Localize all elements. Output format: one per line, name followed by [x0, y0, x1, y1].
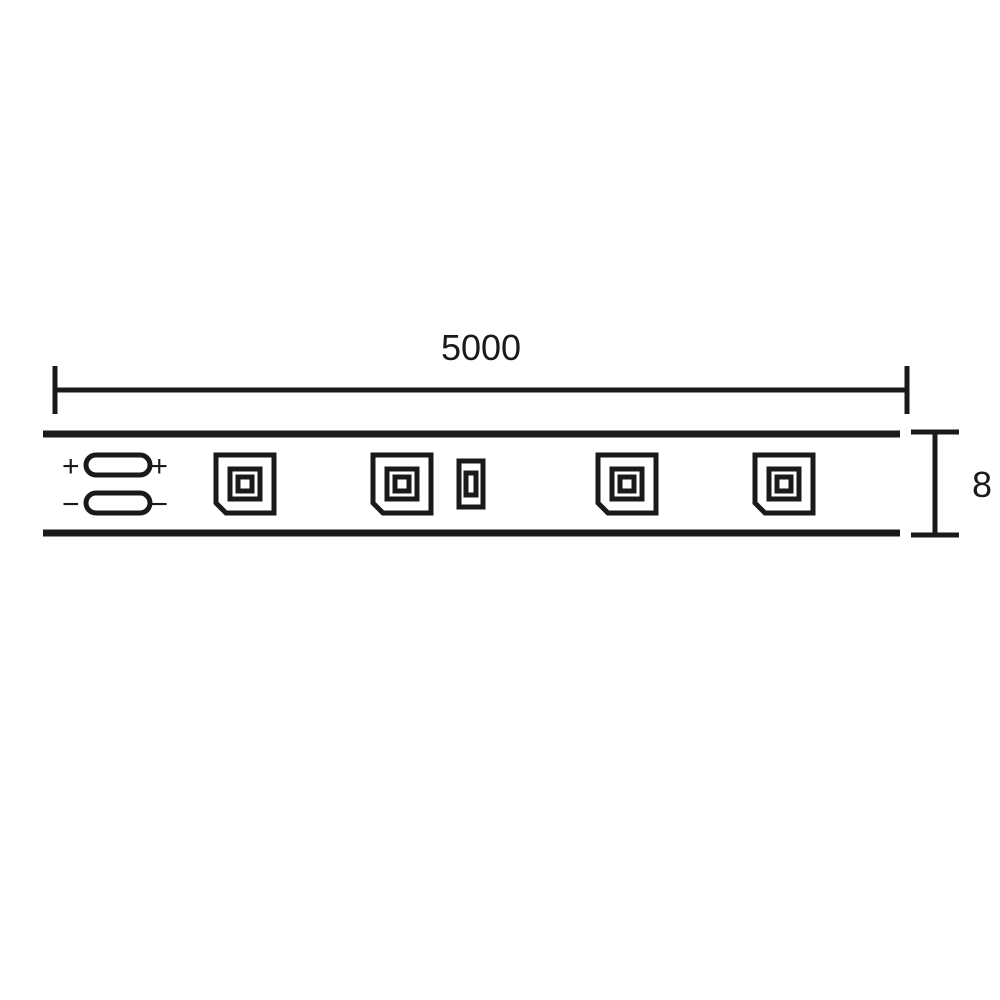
dim-length-label: 5000 [441, 327, 521, 368]
terminal-minus-label-right: − [150, 488, 168, 521]
dim-width-label: 8 [972, 464, 992, 505]
terminal-plus-label-right: + [150, 450, 168, 483]
terminal-minus-label-left: − [62, 488, 80, 521]
terminal-plus-label-left: + [62, 450, 80, 483]
